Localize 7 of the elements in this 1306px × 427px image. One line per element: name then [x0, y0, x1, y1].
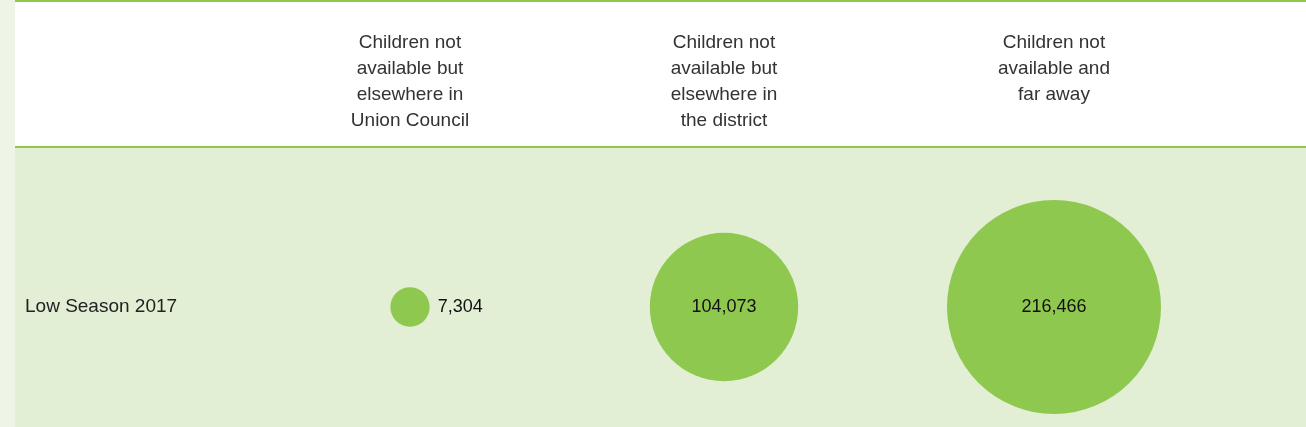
category-label: Children not available and far away	[998, 31, 1110, 104]
data-label: 7,304	[437, 295, 483, 316]
category-label: Children not available but elsewhere in the district	[670, 31, 779, 130]
category-label: Children not available but elsewhere in Union Council	[350, 31, 470, 130]
data-label: 216,466	[1021, 295, 1087, 316]
text: Low Season 2017	[25, 295, 178, 317]
data-label: 104,073	[691, 295, 757, 316]
